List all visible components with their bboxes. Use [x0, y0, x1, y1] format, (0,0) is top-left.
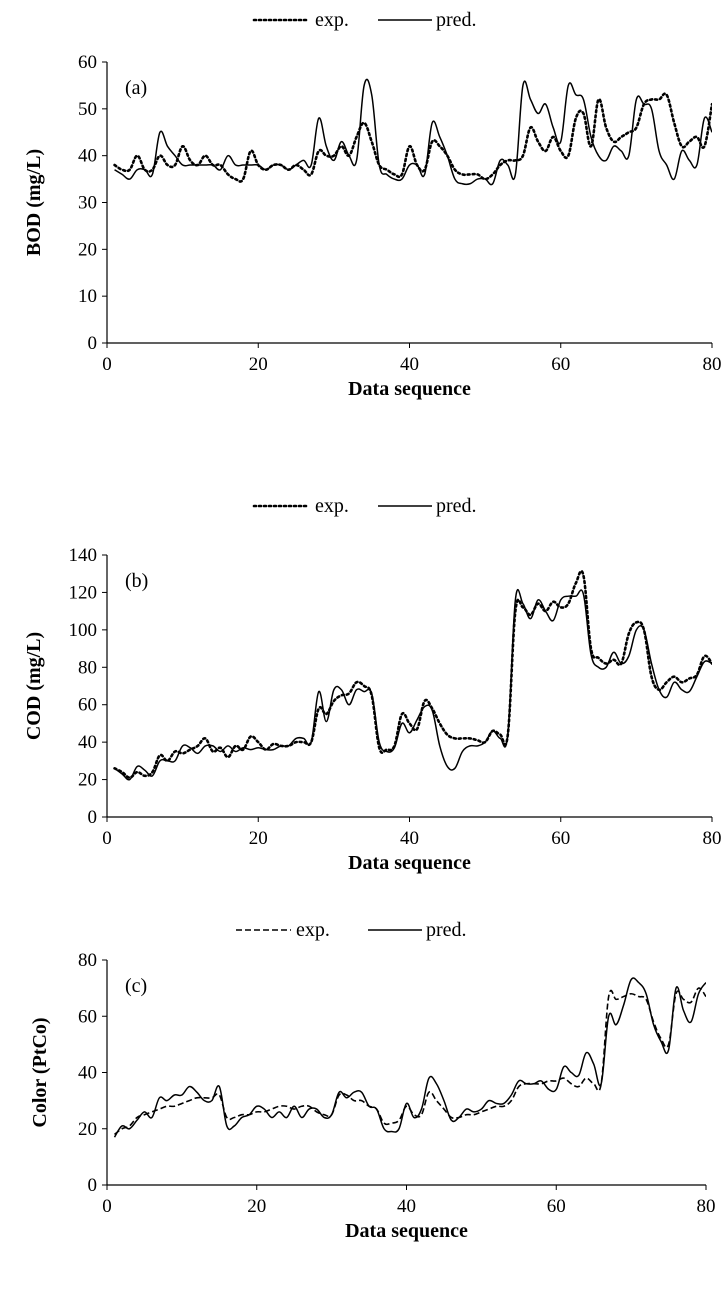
legend: exp. pred.	[236, 919, 467, 941]
legend-label: exp.	[315, 495, 349, 517]
y-tick-label: 20	[78, 1119, 97, 1140]
y-tick-label: 10	[78, 286, 97, 307]
x-tick-label: 80	[703, 354, 722, 375]
panel-label: (b)	[125, 570, 148, 592]
y-tick-label: 60	[78, 52, 97, 73]
x-tick-label: 0	[102, 1196, 112, 1217]
y-tick-label: 40	[78, 732, 97, 753]
series-line-exp	[113, 987, 706, 1136]
panel-label: (a)	[125, 77, 147, 99]
y-tick-label: 100	[69, 620, 98, 641]
chart-panel-2: 0 20 40 60 80 100 120 140 0 20 40 60 80 Data sequence…	[23, 495, 722, 874]
series-line-pred	[114, 589, 712, 781]
series-line-exp	[113, 569, 712, 779]
y-tick-label: 20	[78, 770, 97, 791]
series-line-pred	[114, 78, 712, 186]
y-axis-title: COD (mg/L)	[23, 632, 45, 740]
y-tick-label: 0	[88, 807, 98, 828]
legend-label: pred.	[436, 495, 477, 517]
y-tick-label: 60	[78, 1006, 97, 1027]
series-line-pred	[113, 977, 706, 1138]
x-tick-label: 60	[547, 1196, 566, 1217]
y-tick-label: 80	[78, 657, 97, 678]
x-tick-label: 40	[397, 1196, 416, 1217]
y-tick-label: 50	[78, 99, 97, 120]
x-tick-label: 60	[551, 828, 570, 849]
y-tick-label: 0	[88, 1175, 98, 1196]
y-tick-label: 80	[78, 950, 97, 971]
x-tick-label: 80	[697, 1196, 716, 1217]
legend-label: pred.	[436, 9, 477, 31]
legend: exp. pred.	[252, 9, 477, 31]
legend-label: pred.	[426, 919, 467, 941]
y-tick-label: 60	[78, 695, 97, 716]
x-tick-label: 20	[247, 1196, 266, 1217]
chart-panel-1: 0 10 20 30 40 50 60 0 20 40 60 80 Data sequence BOD (…	[23, 9, 722, 400]
legend-label: exp.	[296, 919, 330, 941]
y-axis-title: BOD (mg/L)	[23, 149, 45, 256]
series-line-exp	[113, 92, 712, 183]
x-tick-label: 60	[551, 354, 570, 375]
legend: exp. pred.	[252, 495, 477, 517]
y-tick-label: 40	[78, 1063, 97, 1084]
x-tick-label: 0	[102, 828, 112, 849]
legend-label: exp.	[315, 9, 349, 31]
x-tick-label: 40	[400, 828, 419, 849]
x-axis-title: Data sequence	[345, 1220, 468, 1242]
y-tick-label: 140	[69, 545, 98, 566]
x-tick-label: 20	[249, 354, 268, 375]
panel-label: (c)	[125, 975, 147, 997]
x-tick-label: 80	[703, 828, 722, 849]
y-tick-label: 40	[78, 146, 97, 167]
y-tick-label: 20	[78, 239, 97, 260]
x-tick-label: 0	[102, 354, 112, 375]
y-axis-title: Color (PtCo)	[29, 1017, 51, 1127]
x-tick-label: 20	[249, 828, 268, 849]
x-tick-label: 40	[400, 354, 419, 375]
x-axis-title: Data sequence	[348, 378, 471, 400]
y-tick-label: 0	[88, 333, 98, 354]
y-tick-label: 30	[78, 193, 97, 214]
x-axis-title: Data sequence	[348, 852, 471, 874]
y-tick-label: 120	[69, 582, 98, 603]
chart-panel-3: 0 20 40 60 80 0 20 40 60 80 Data sequence Color (Pt…	[29, 919, 716, 1242]
